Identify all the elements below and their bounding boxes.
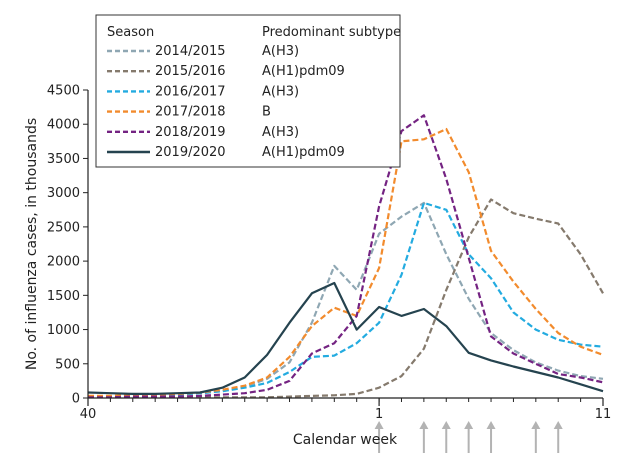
legend-subtype-label: A(H3) xyxy=(262,44,299,59)
x-ticks: 40 1 11 xyxy=(80,398,612,422)
legend-header-season: Season xyxy=(107,25,154,40)
series-line-2018-2019 xyxy=(88,114,604,399)
y-tick-label: 2000 xyxy=(47,255,80,270)
legend-season-label: 2018/2019 xyxy=(155,125,226,140)
legend-subtype-label: A(H3) xyxy=(262,125,299,140)
y-ticks: 0 500 1000 1500 2000 2500 3000 3500 4000 4500 xyxy=(47,84,88,407)
x-tick-label: 40 xyxy=(80,407,97,422)
legend-season-label: 2014/2015 xyxy=(155,44,226,59)
legend-season-label: 2017/2018 xyxy=(155,105,226,120)
week-arrow xyxy=(441,421,451,453)
week-arrow xyxy=(553,421,563,453)
week-arrow xyxy=(531,421,541,453)
y-tick-label: 1500 xyxy=(47,289,80,304)
legend-item: 2014/2015 A(H3) xyxy=(107,44,299,59)
week-arrow xyxy=(486,421,496,453)
legend-item: 2016/2017 A(H3) xyxy=(107,84,299,99)
series-line-2019-2020 xyxy=(87,281,604,395)
legend-season-label: 2016/2017 xyxy=(155,84,226,99)
series-line-2014-2015 xyxy=(88,201,604,398)
y-tick-label: 3000 xyxy=(47,186,80,201)
legend-item: 2017/2018 B xyxy=(107,105,271,120)
plot-area xyxy=(87,114,604,399)
legend-item: 2015/2016 A(H1)pdm09 xyxy=(107,64,345,79)
y-tick-label: 1000 xyxy=(47,323,80,338)
week-arrows xyxy=(374,421,563,453)
legend-subtype-label: B xyxy=(262,105,271,120)
x-tick-label: 11 xyxy=(595,407,612,422)
series-line-2016-2017 xyxy=(88,201,604,398)
y-tick-label: 4000 xyxy=(47,118,80,133)
y-axis-title: No. of influenza cases, in thousands xyxy=(24,118,40,370)
legend: Season Predominant subtype 2014/2015 A(H3… xyxy=(95,14,401,168)
y-tick-label: 3500 xyxy=(47,152,80,167)
legend-rows: 2014/2015 A(H3) 2015/2016 A(H1)pdm09 2016/20… xyxy=(107,44,345,160)
legend-item: 2018/2019 A(H3) xyxy=(107,125,299,140)
legend-item: 2019/2020 A(H1)pdm09 xyxy=(107,145,345,160)
y-tick-label: 0 xyxy=(72,392,80,407)
legend-season-label: 2015/2016 xyxy=(155,64,226,79)
week-arrow xyxy=(464,421,474,453)
y-tick-label: 500 xyxy=(55,357,80,372)
legend-subtype-label: A(H3) xyxy=(262,84,299,99)
x-tick-label: 1 xyxy=(375,407,383,422)
axes xyxy=(87,90,603,399)
legend-season-label: 2019/2020 xyxy=(155,145,226,160)
y-tick-label: 2500 xyxy=(47,220,80,235)
legend-header-subtype: Predominant subtype xyxy=(262,25,401,40)
legend-subtype-label: A(H1)pdm09 xyxy=(262,145,345,160)
week-arrow xyxy=(374,421,384,453)
week-arrow xyxy=(419,421,429,453)
x-axis-title: Calendar week xyxy=(293,432,398,448)
legend-subtype-label: A(H1)pdm09 xyxy=(262,64,345,79)
legend-box xyxy=(95,14,401,168)
y-tick-label: 4500 xyxy=(47,84,80,99)
